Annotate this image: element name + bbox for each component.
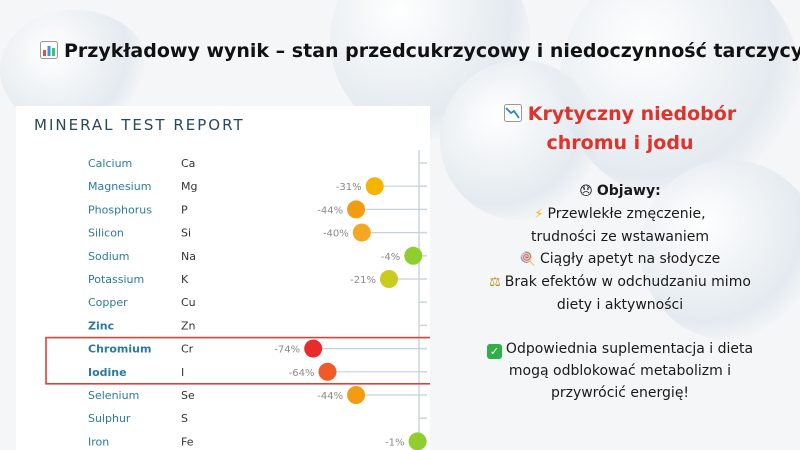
value-label: -4%	[381, 252, 400, 263]
value-label: -44%	[317, 391, 343, 402]
lightning-icon: ⚡	[534, 207, 544, 222]
mineral-name: Iron	[88, 435, 109, 448]
mineral-symbol: Se	[181, 389, 195, 402]
mineral-symbol: Zn	[181, 319, 196, 332]
value-point	[352, 223, 371, 242]
solution-line1: Odpowiednia suplementacja i dieta	[505, 341, 754, 357]
info-panel: Krytyczny niedobór chromu i jodu 😞 Objawy…	[448, 100, 792, 404]
symptom-weight-line2: diety i aktywności	[556, 297, 684, 313]
mineral-name: Potassium	[88, 273, 144, 286]
mineral-name: Iodine	[88, 366, 127, 379]
value-point	[404, 246, 423, 265]
disappointed-face-icon: 😞	[579, 184, 593, 199]
mineral-test-report: MINERAL TEST REPORT Calcium Ca Magnesium Mg…	[16, 106, 430, 450]
symptom-weight-line1: Brak efektów w odchudzaniu mimo	[504, 274, 751, 290]
mineral-symbol: Na	[181, 250, 196, 263]
mineral-name: Zinc	[88, 319, 114, 332]
value-label: -64%	[289, 368, 315, 379]
mineral-symbol: S	[181, 412, 188, 425]
mineral-name: Calcium	[88, 157, 132, 170]
mineral-name: Sodium	[88, 250, 129, 263]
mineral-symbol: Cr	[181, 343, 194, 356]
value-label: -21%	[350, 275, 376, 286]
panel-title: Krytyczny niedobór chromu i jodu	[448, 100, 792, 158]
panel-title-line2: chromu i jodu	[546, 132, 694, 154]
symptom-sweets: Ciągły apetyt na słodycze	[539, 251, 721, 267]
mineral-symbol: P	[181, 203, 188, 216]
mineral-symbol: Mg	[181, 180, 197, 193]
mineral-symbol: Cu	[181, 296, 196, 309]
report-title: MINERAL TEST REPORT	[34, 116, 245, 134]
value-point	[379, 270, 398, 288]
value-label: -74%	[274, 345, 300, 356]
headline-text: Przykładowy wynik – stan przedcukrzycowy…	[64, 40, 800, 62]
mineral-symbol: Si	[181, 227, 191, 240]
value-label: -1%	[385, 437, 404, 448]
value-point	[408, 432, 427, 450]
mineral-symbol: Fe	[181, 435, 194, 448]
mineral-name: Phosphorus	[88, 203, 152, 216]
mineral-name: Chromium	[88, 343, 151, 356]
mineral-name: Silicon	[88, 227, 124, 240]
solution-line2: mogą odblokować metabolizm i	[508, 363, 732, 379]
balance-scale-icon: ⚖	[489, 275, 501, 290]
mineral-name: Copper	[88, 296, 128, 309]
value-point	[347, 386, 366, 404]
mineral-symbol: K	[181, 273, 189, 286]
mineral-chart: Calcium Ca Magnesium Mg -31% Phosphorus P -44% S…	[45, 150, 430, 450]
mineral-symbol: Ca	[181, 157, 195, 170]
mineral-symbol: I	[181, 366, 184, 379]
panel-title-line1: Krytyczny niedobór	[527, 103, 737, 125]
symptom-fatigue-line2: trudności ze wstawaniem	[530, 229, 710, 245]
mineral-name: Magnesium	[88, 180, 151, 193]
chart-decreasing-icon	[503, 104, 522, 122]
symptoms-heading: Objawy:	[596, 183, 661, 199]
value-point	[318, 362, 337, 381]
value-point	[365, 177, 384, 196]
page-headline: Przykładowy wynik – stan przedcukrzycowy…	[40, 40, 800, 62]
value-label: -31%	[336, 182, 362, 193]
value-label: -44%	[317, 205, 343, 216]
value-point	[347, 200, 366, 219]
value-label: -40%	[323, 229, 349, 240]
value-point	[304, 339, 323, 358]
background-bubble	[640, 160, 800, 340]
lollipop-icon: 🍭	[519, 252, 536, 267]
mineral-name: Selenium	[88, 389, 139, 402]
solution-line3: przywrócić energię!	[550, 385, 690, 401]
bar-chart-icon	[40, 41, 58, 59]
symptom-fatigue-line1: Przewlekłe zmęczenie,	[547, 206, 706, 222]
highlight-box	[45, 336, 430, 385]
mineral-name: Sulphur	[88, 412, 131, 425]
check-mark-icon: ✓	[486, 344, 502, 359]
